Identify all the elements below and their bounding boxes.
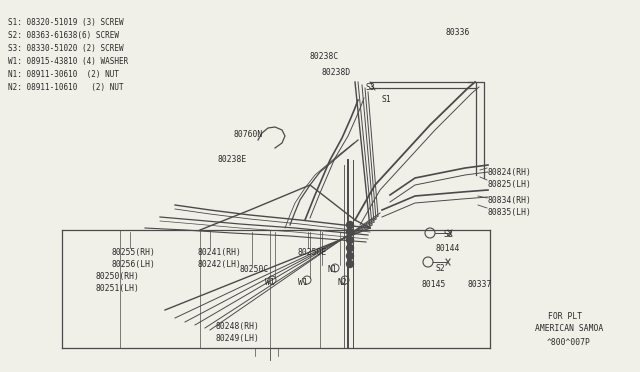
Text: 80825(LH): 80825(LH): [488, 180, 532, 189]
Text: 80144: 80144: [436, 244, 460, 253]
Text: 80824(RH): 80824(RH): [488, 168, 532, 177]
Text: 80760N: 80760N: [233, 130, 262, 139]
Text: 80238C: 80238C: [310, 52, 339, 61]
Text: S3: 08330-51020 (2) SCREW: S3: 08330-51020 (2) SCREW: [8, 44, 124, 53]
Text: S3: S3: [365, 83, 375, 92]
Text: 80834(RH): 80834(RH): [488, 196, 532, 205]
Text: ^800^007P: ^800^007P: [547, 338, 591, 347]
Text: 80250E: 80250E: [298, 248, 327, 257]
Circle shape: [346, 253, 353, 260]
Text: 80251(LH): 80251(LH): [95, 284, 139, 293]
Text: N2: 08911-10610   (2) NUT: N2: 08911-10610 (2) NUT: [8, 83, 124, 92]
Text: 80248(RH): 80248(RH): [215, 322, 259, 331]
Text: W1: W1: [265, 278, 275, 287]
Text: 80337: 80337: [468, 280, 492, 289]
Text: S2: S2: [435, 264, 445, 273]
Text: 80835(LH): 80835(LH): [488, 208, 532, 217]
Text: S1: S1: [382, 95, 392, 104]
Text: 80256(LH): 80256(LH): [112, 260, 156, 269]
Text: 80250C: 80250C: [240, 265, 269, 274]
Circle shape: [346, 244, 353, 251]
Text: AMERICAN SAMOA: AMERICAN SAMOA: [535, 324, 604, 333]
Circle shape: [346, 228, 353, 235]
Circle shape: [346, 221, 353, 228]
Text: N2: N2: [338, 278, 348, 287]
Text: S2: S2: [443, 230, 452, 239]
Text: 80241(RH): 80241(RH): [198, 248, 242, 257]
Circle shape: [346, 260, 353, 267]
Text: S2: 08363-61638(6) SCREW: S2: 08363-61638(6) SCREW: [8, 31, 119, 40]
Text: S1: 08320-51019 (3) SCREW: S1: 08320-51019 (3) SCREW: [8, 18, 124, 27]
Text: W1: W1: [298, 278, 308, 287]
Text: 80249(LH): 80249(LH): [215, 334, 259, 343]
Text: N1: 08911-30610  (2) NUT: N1: 08911-30610 (2) NUT: [8, 70, 119, 79]
Text: FOR PLT: FOR PLT: [548, 312, 582, 321]
Circle shape: [346, 237, 353, 244]
Text: 80255(RH): 80255(RH): [112, 248, 156, 257]
Text: 80238D: 80238D: [322, 68, 351, 77]
Text: W1: 08915-43810 (4) WASHER: W1: 08915-43810 (4) WASHER: [8, 57, 128, 66]
Text: N1: N1: [328, 265, 338, 274]
Text: 80250(RH): 80250(RH): [95, 272, 139, 281]
Text: 80242(LH): 80242(LH): [198, 260, 242, 269]
Text: 80336: 80336: [445, 28, 469, 37]
Text: 80145: 80145: [422, 280, 446, 289]
Text: 80238E: 80238E: [218, 155, 247, 164]
